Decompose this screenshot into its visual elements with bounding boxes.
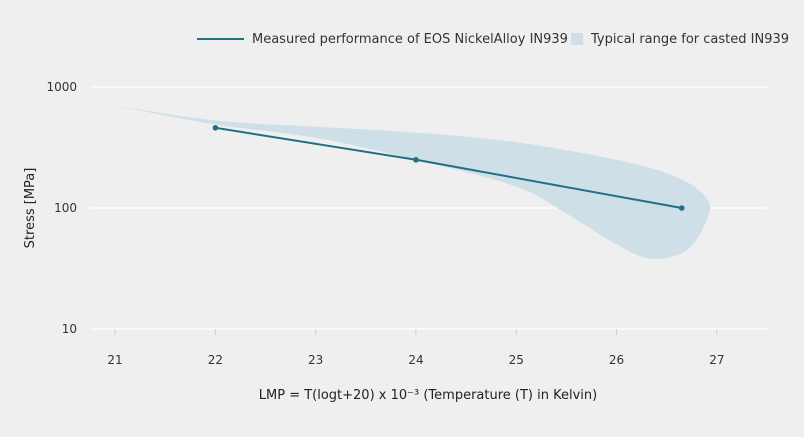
x-tick-label: 21	[107, 353, 122, 367]
legend-area-swatch	[571, 33, 583, 45]
x-tick-label: 25	[509, 353, 524, 367]
legend-label-measured: Measured performance of EOS NickelAlloy …	[252, 32, 568, 47]
x-tick-label: 26	[609, 353, 624, 367]
data-point	[413, 157, 419, 163]
y-tick-label: 10	[62, 322, 77, 336]
y-tick-label: 100	[54, 201, 77, 215]
y-axis-title: Stress [MPa]	[23, 168, 38, 249]
x-tick-label: 24	[408, 353, 423, 367]
range-band	[102, 103, 710, 259]
y-axis: 10 100 1000	[46, 80, 77, 336]
x-tick-label: 23	[308, 353, 323, 367]
x-tick-label: 22	[208, 353, 223, 367]
legend-label-typical: Typical range for casted IN939	[590, 32, 789, 47]
y-tick-label: 1000	[46, 80, 77, 94]
series-layer	[212, 125, 685, 211]
x-axis: 21 22 23 24 25 26 27	[107, 329, 724, 367]
legend: Measured performance of EOS NickelAlloy …	[197, 32, 789, 47]
data-point	[212, 125, 219, 131]
range-layer	[102, 103, 710, 259]
x-tick-label: 27	[709, 353, 724, 367]
x-axis-title: LMP = T(logt+20) x 10⁻³ (Temperature (T)…	[259, 388, 597, 403]
data-point	[678, 205, 685, 211]
